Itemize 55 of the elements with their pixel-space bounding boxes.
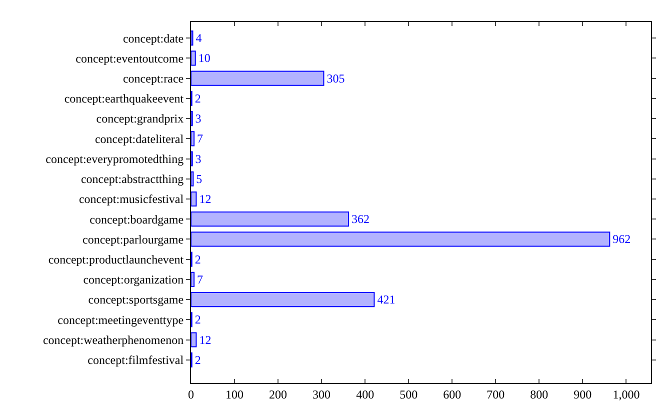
x-tick-label: 100: [226, 387, 244, 402]
x-tick-label: 900: [574, 387, 592, 402]
y-tick-label: concept:earthquakeevent: [64, 92, 184, 106]
x-tick-label: 300: [312, 387, 331, 402]
data-label: 12: [199, 192, 212, 206]
y-tick-label: concept:filmfestival: [88, 353, 184, 368]
bar: [191, 292, 375, 308]
data-label: 5: [196, 172, 202, 186]
data-label: 4: [196, 31, 202, 46]
bar: [191, 191, 197, 207]
x-tick-label: 400: [356, 387, 374, 402]
bar: [191, 131, 195, 146]
data-label: 3: [195, 152, 202, 166]
bar: [191, 171, 194, 186]
x-tick-label: 500: [400, 387, 418, 402]
bar: [191, 272, 195, 287]
y-tick-label: concept:sportsgame: [88, 292, 184, 307]
y-tick-label: concept:weatherphenomenon: [42, 332, 184, 347]
data-label: 2: [194, 352, 201, 367]
data-label: 2: [194, 252, 201, 266]
y-tick-label: concept:race: [122, 72, 184, 86]
data-label: 3: [195, 112, 202, 126]
bar: [191, 332, 197, 348]
data-label: 12: [199, 332, 212, 347]
y-tick-label: concept:musicfestival: [78, 192, 184, 206]
bar: [191, 232, 610, 247]
data-label: 2: [194, 312, 201, 327]
y-tick-label: concept:productlaunchevent: [48, 252, 184, 267]
y-tick-label: concept:parlourgame: [82, 232, 184, 246]
data-label: 10: [198, 51, 210, 66]
y-tick-label: concept:grandprix: [96, 112, 184, 126]
bar: [191, 70, 324, 86]
x-tick-label: 1,000: [612, 387, 640, 402]
x-tick-label: 200: [269, 387, 288, 402]
data-label: 2: [194, 91, 201, 106]
y-tick-label: concept:date: [122, 31, 184, 46]
x-tick-label: 700: [486, 387, 505, 402]
y-tick-label: concept:eventoutcome: [76, 51, 184, 66]
data-label: 305: [326, 71, 345, 86]
y-tick-label: concept:organization: [83, 272, 184, 287]
data-label: 7: [197, 132, 204, 146]
y-tick-label: concept:everypromotedthing: [46, 152, 184, 166]
x-tick-label: 600: [443, 387, 462, 402]
data-label: 7: [197, 272, 204, 286]
data-label: 962: [612, 232, 631, 246]
data-label: 362: [352, 212, 370, 226]
x-tick-label: 0: [188, 387, 194, 402]
y-tick-label: concept:meetingeventtype: [58, 312, 184, 327]
bar: [191, 50, 196, 66]
x-tick-label: 800: [530, 387, 548, 402]
y-tick-label: concept:dateliteral: [94, 132, 184, 146]
y-tick-label: concept:abstractthing: [80, 172, 184, 186]
data-label: 421: [377, 292, 396, 307]
y-tick-label: concept:boardgame: [90, 212, 184, 226]
bar: [191, 212, 350, 227]
